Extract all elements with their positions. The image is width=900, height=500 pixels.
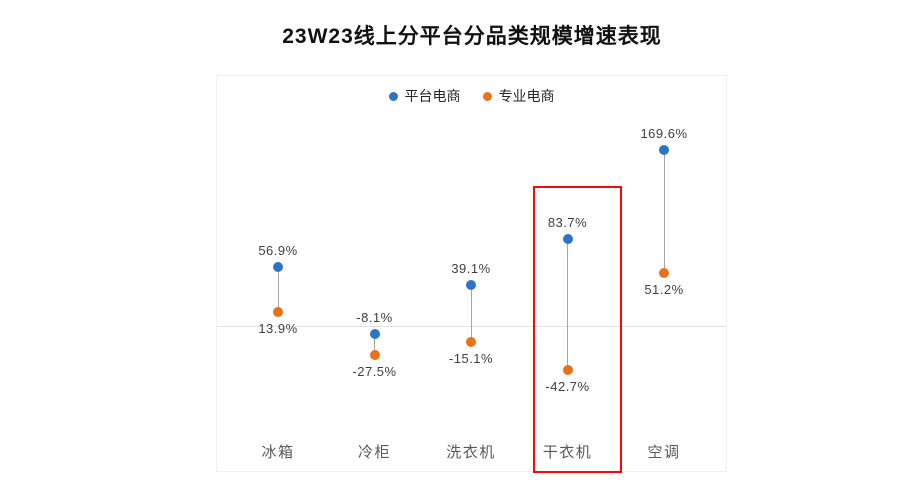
value-label-platform: 39.1% bbox=[451, 261, 491, 277]
dot-platform-ecommerce bbox=[369, 329, 380, 340]
dot-professional-ecommerce bbox=[369, 349, 380, 360]
legend-dot-platform bbox=[388, 91, 398, 101]
dot-platform-ecommerce bbox=[659, 145, 669, 156]
value-label-professional: 51.2% bbox=[644, 281, 684, 297]
dot-professional-ecommerce bbox=[562, 365, 573, 376]
connector-line bbox=[374, 334, 375, 355]
value-label-professional: -42.7% bbox=[545, 379, 590, 395]
dot-platform-ecommerce bbox=[273, 261, 283, 272]
dot-professional-ecommerce bbox=[466, 336, 476, 347]
connector-line bbox=[277, 266, 279, 312]
category-label: 洗衣机 bbox=[446, 444, 496, 461]
zero-baseline bbox=[217, 326, 726, 327]
legend-item-platform: 平台电商 bbox=[388, 86, 461, 106]
chart-title: 23W23线上分平台分品类规模增速表现 bbox=[282, 25, 662, 48]
legend-dot-professional bbox=[482, 91, 492, 101]
plot-area: 平台电商 专业电商 56.9% 13.9% 冰箱 -8.1% -27.5% 冷柜 39.1%… bbox=[216, 75, 727, 473]
category-label: 冷柜 bbox=[357, 444, 392, 461]
value-label-professional: -15.1% bbox=[448, 350, 494, 366]
value-label-platform: 56.9% bbox=[258, 242, 298, 258]
connector-line bbox=[663, 150, 665, 273]
legend-item-professional: 专业电商 bbox=[482, 86, 555, 106]
dot-professional-ecommerce bbox=[273, 306, 283, 317]
value-label-platform: -8.1% bbox=[356, 310, 393, 326]
legend: 平台电商 专业电商 bbox=[217, 86, 726, 106]
dot-platform-ecommerce bbox=[466, 280, 476, 291]
category-label: 空调 bbox=[647, 444, 681, 461]
value-label-platform: 169.6% bbox=[640, 126, 688, 142]
dot-professional-ecommerce bbox=[659, 267, 669, 278]
category-label: 冰箱 bbox=[261, 444, 295, 461]
connector-line bbox=[567, 239, 568, 371]
connector-line bbox=[470, 285, 472, 342]
value-label-professional: 13.9% bbox=[258, 320, 298, 336]
legend-label-professional: 专业电商 bbox=[498, 88, 555, 104]
legend-label-platform: 平台电商 bbox=[404, 88, 461, 104]
value-label-professional: -27.5% bbox=[352, 363, 397, 379]
dot-platform-ecommerce bbox=[562, 234, 573, 245]
category-label: 干衣机 bbox=[542, 444, 593, 461]
value-label-platform: 83.7% bbox=[547, 215, 588, 231]
